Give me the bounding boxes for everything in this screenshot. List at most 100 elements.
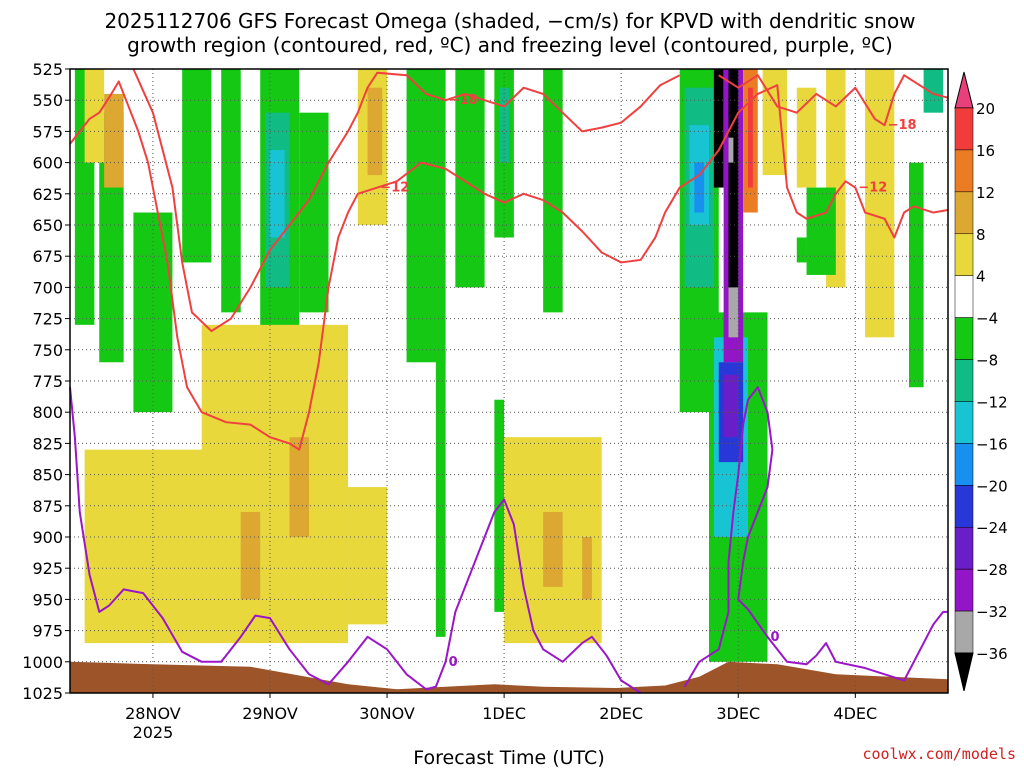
omega-region: [796, 237, 807, 263]
freezing-contour-label: 0: [771, 630, 780, 645]
y-tick-label: 700: [32, 278, 63, 297]
dgz-contour: [698, 84, 949, 239]
colorbar-label: −4: [976, 310, 998, 328]
omega-region: [84, 449, 212, 644]
y-tick-label: 525: [32, 60, 63, 79]
x-tick-label: 1DEC: [482, 704, 526, 723]
contours: −12 −18 −12 −18 0 0: [69, 68, 949, 694]
y-tick-label: 925: [32, 559, 63, 578]
omega-region: [133, 212, 173, 413]
surface-fill: [70, 661, 948, 693]
colorbar-bin: [954, 443, 974, 486]
surface-terrain: [70, 661, 948, 693]
colorbar-label: −32: [976, 603, 1008, 621]
omega-region: [713, 69, 724, 188]
omega-shading: [74, 69, 944, 662]
colorbar-label: −12: [976, 393, 1008, 411]
omega-region: [796, 87, 817, 188]
colorbar-label: −8: [976, 352, 998, 370]
grid-lines: [70, 69, 948, 693]
colorbar-label: 12: [976, 184, 995, 202]
omega-region: [221, 69, 241, 313]
y-axis: 525 550 575 600 625 650 675 700 725 750 775 800 825 8…: [22, 60, 70, 703]
y-tick-label: 1000: [22, 653, 63, 672]
colorbar-bin: [954, 610, 974, 654]
omega-region: [406, 69, 446, 363]
omega-region: [240, 512, 261, 600]
dgz-contour: [132, 68, 681, 333]
y-tick-label: 775: [32, 372, 63, 391]
x-tick-label: 28NOV: [125, 704, 181, 723]
colorbar-bin: [954, 401, 974, 444]
colorbar-bin: [954, 191, 974, 235]
omega-region: [201, 324, 349, 644]
omega-region: [723, 374, 739, 438]
colorbar-bottom-arrow: [954, 652, 974, 692]
y-tick-label: 625: [32, 185, 63, 204]
freezing-contour: [683, 386, 948, 688]
omega-region: [104, 93, 124, 188]
dgz-contour: [718, 74, 949, 127]
colorbar-label: 4: [976, 268, 986, 286]
colorbar: 20 16 12 8 4 −4 −8 −12 −16 −20 −24 −28 −32 −36: [954, 71, 1008, 692]
colorbar-label: 20: [976, 100, 995, 118]
y-tick-label: 725: [32, 310, 63, 329]
colorbar-bin: [954, 107, 974, 151]
chart-title-line-2: growth region (contoured, red, ºC) and f…: [127, 33, 893, 57]
x-axis-title: Forecast Time (UTC): [413, 747, 604, 768]
dgz-contour-label: −12: [380, 181, 409, 196]
chart-title: 2025112706 GFS Forecast Omega (shaded, −…: [104, 9, 915, 57]
dgz-contour-label: −12: [858, 181, 887, 196]
y-tick-label: 550: [32, 91, 63, 110]
omega-region: [435, 349, 446, 637]
omega-region: [908, 162, 924, 388]
y-tick-label: 800: [32, 403, 63, 422]
y-tick-label: 650: [32, 216, 63, 235]
dgz-contour-label: −18: [888, 118, 917, 133]
colorbar-label: −24: [976, 519, 1008, 537]
omega-region: [543, 512, 563, 587]
x-tick-sublabel: 2025: [133, 723, 174, 742]
omega-region: [728, 137, 734, 163]
colorbar-bin: [954, 275, 974, 318]
y-tick-label: 950: [32, 590, 63, 609]
y-tick-label: 575: [32, 122, 63, 141]
colorbar-bin: [954, 233, 974, 276]
credit-text: coolwx.com/models: [862, 745, 1016, 763]
omega-region: [694, 162, 705, 213]
omega-region: [865, 69, 895, 338]
y-tick-label: 875: [32, 497, 63, 516]
colorbar-label: −36: [976, 645, 1008, 663]
y-tick-label: 1025: [22, 684, 63, 703]
omega-region: [543, 69, 563, 313]
omega-region: [299, 112, 329, 313]
omega-region: [269, 150, 285, 238]
x-tick-label: 29NOV: [242, 704, 298, 723]
omega-region: [182, 69, 212, 263]
x-tick-label: 4DEC: [833, 704, 877, 723]
colorbar-bin: [954, 526, 974, 570]
x-tick-label: 3DEC: [716, 704, 760, 723]
colorbar-bin: [954, 485, 974, 528]
colorbar-bin: [954, 317, 974, 360]
x-tick-label: 30NOV: [359, 704, 415, 723]
y-tick-label: 900: [32, 528, 63, 547]
x-tick-label: 2DEC: [599, 704, 643, 723]
omega-region: [923, 69, 944, 113]
omega-region: [728, 287, 739, 338]
y-tick-label: 675: [32, 247, 63, 266]
chart-title-line-1: 2025112706 GFS Forecast Omega (shaded, −…: [104, 9, 915, 33]
y-tick-label: 825: [32, 434, 63, 453]
y-tick-label: 750: [32, 341, 63, 360]
freezing-contour: [69, 387, 642, 694]
omega-region: [728, 69, 739, 313]
omega-region: [348, 487, 388, 625]
colorbar-top-arrow: [954, 71, 974, 109]
colorbar-bin: [954, 149, 974, 193]
omega-region: [289, 437, 310, 537]
y-tick-label: 850: [32, 466, 63, 485]
y-tick-label: 975: [32, 622, 63, 641]
colorbar-bin: [954, 359, 974, 402]
freezing-contour-label: 0: [449, 655, 458, 670]
